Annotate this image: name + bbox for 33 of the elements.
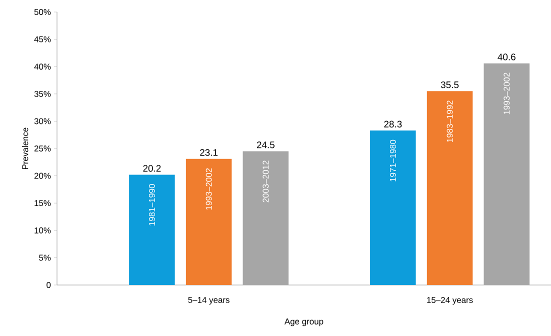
bar <box>129 174 175 285</box>
data-label: 24.5 <box>256 142 275 148</box>
y-tick-label: 20% <box>34 172 51 179</box>
data-label: 35.5 <box>440 81 459 88</box>
annotation: 2003–2012 <box>262 160 269 202</box>
data-label: 40.6 <box>498 54 516 60</box>
x-axis-title: Age group <box>284 318 324 326</box>
y-axis-title: Prevalence <box>22 128 28 169</box>
y-tick-label: 25% <box>34 146 51 152</box>
x-tick-label: 15–24 years <box>427 297 473 305</box>
data-label: 23.1 <box>200 149 218 156</box>
data-label: 28.3 <box>384 120 402 128</box>
y-tick-label: 10% <box>34 227 51 234</box>
y-tick-label: 0 <box>46 282 51 288</box>
x-tick-label: 5–14 years <box>188 297 230 305</box>
bar <box>186 158 232 285</box>
data-label: 20.2 <box>143 164 161 172</box>
bar <box>242 151 289 285</box>
annotation: 1993–2002 <box>504 72 510 114</box>
y-tick-label: 40% <box>34 64 51 70</box>
y-tick-label: 15% <box>34 200 51 206</box>
annotation: 1981–1990 <box>148 184 155 226</box>
y-tick-label: 35% <box>34 90 51 97</box>
y-tick-label: 30% <box>34 118 51 124</box>
bar <box>370 130 416 285</box>
bar <box>426 91 473 285</box>
annotation: 1971–1980 <box>390 140 396 182</box>
y-tick-label: 45% <box>34 36 51 42</box>
y-tick-label: 50% <box>34 9 51 15</box>
y-tick-label: 5% <box>39 254 51 261</box>
annotation: 1983–1992 <box>446 100 453 142</box>
bar <box>484 63 530 285</box>
annotation: 1993–2002 <box>206 168 212 210</box>
